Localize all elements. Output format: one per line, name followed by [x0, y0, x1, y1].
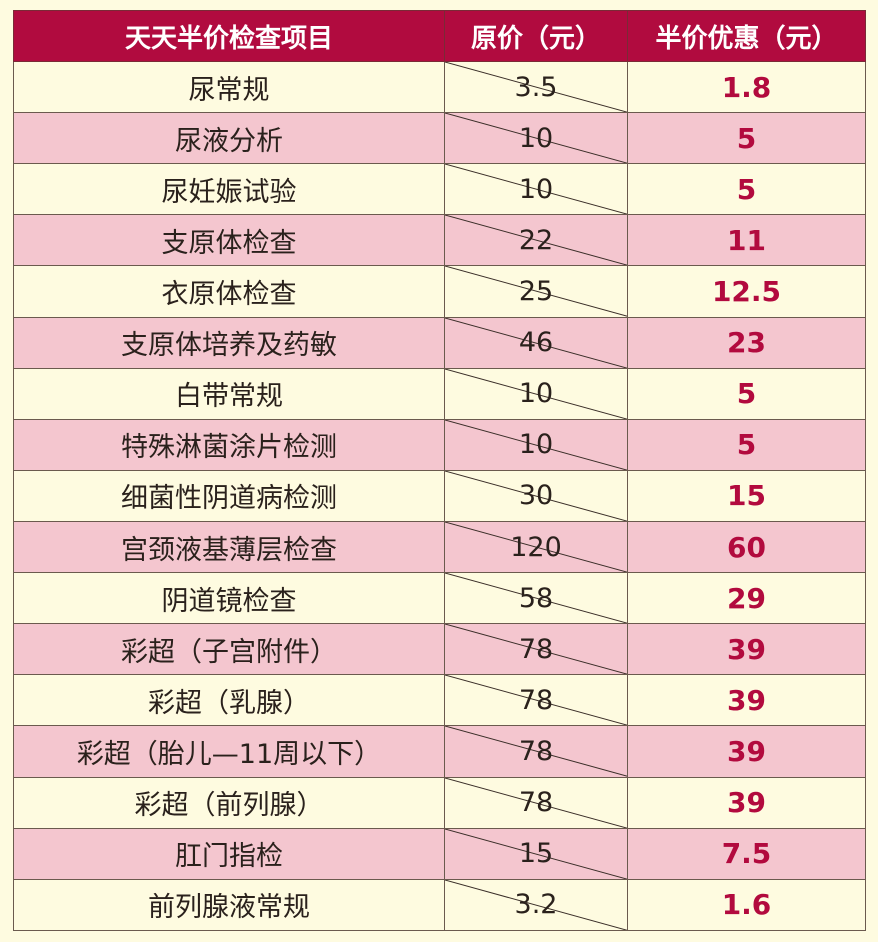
table-row: 尿常规 3.5 1.8: [13, 60, 866, 114]
original-price: 10: [518, 378, 554, 410]
item-name: 肛门指检: [13, 827, 445, 880]
item-name: 前列腺液常规: [13, 878, 445, 932]
table-row: 衣原体检查 25 12.5: [13, 265, 866, 318]
original-price: 78: [518, 787, 554, 819]
half-price: 60: [627, 520, 866, 574]
header-half-price: 半价优惠（元）: [627, 10, 866, 62]
original-price-cell: 3.2: [444, 878, 628, 932]
half-price: 11: [627, 214, 866, 267]
table-row: 特殊淋菌涂片检测 10 5: [13, 418, 866, 471]
table-row: 支原体培养及药敏 46 23: [13, 316, 866, 369]
header-item: 天天半价检查项目: [13, 10, 445, 62]
half-price: 39: [627, 725, 866, 778]
table-row: 支原体检查 22 11: [13, 214, 866, 267]
half-price: 5: [627, 418, 866, 471]
original-price-cell: 78: [444, 725, 628, 778]
original-price: 30: [518, 480, 554, 512]
item-name: 尿妊娠试验: [13, 163, 445, 216]
half-price: 1.6: [627, 878, 866, 932]
original-price-cell: 78: [444, 623, 628, 676]
table-row: 白带常规 10 5: [13, 367, 866, 420]
item-name: 彩超（前列腺）: [13, 776, 445, 829]
original-price-cell: 22: [444, 214, 628, 267]
item-name: 衣原体检查: [13, 265, 445, 318]
item-name: 支原体检查: [13, 214, 445, 267]
table-row: 彩超（前列腺） 78 39: [13, 776, 866, 829]
item-name: 彩超（子宫附件）: [13, 623, 445, 676]
original-price: 10: [518, 173, 554, 205]
table-row: 肛门指检 15 7.5: [13, 827, 866, 880]
half-price: 5: [627, 112, 866, 165]
original-price-cell: 10: [444, 418, 628, 471]
original-price-cell: 3.5: [444, 60, 628, 114]
item-name: 彩超（乳腺）: [13, 674, 445, 727]
original-price: 3.5: [514, 71, 558, 103]
original-price: 78: [518, 684, 554, 716]
table-row: 彩超（乳腺） 78 39: [13, 674, 866, 727]
item-name: 细菌性阴道病检测: [13, 469, 445, 522]
half-price: 1.8: [627, 60, 866, 114]
original-price-cell: 25: [444, 265, 628, 318]
original-price: 25: [518, 275, 554, 307]
original-price-cell: 58: [444, 572, 628, 625]
table-row: 彩超（胎儿—11周以下） 78 39: [13, 725, 866, 778]
item-name: 特殊淋菌涂片检测: [13, 418, 445, 471]
half-price: 39: [627, 674, 866, 727]
table-row: 尿妊娠试验 10 5: [13, 163, 866, 216]
item-name: 尿常规: [13, 60, 445, 114]
table-body: 尿常规 3.5 1.8 尿液分析 10 5 尿妊娠试验 10 5 支原体检查 22 11 衣原体检查 25…: [13, 60, 866, 932]
original-price: 10: [518, 429, 554, 461]
header-original-price: 原价（元）: [444, 10, 628, 62]
original-price: 78: [518, 633, 554, 665]
item-name: 阴道镜检查: [13, 572, 445, 625]
table-row: 尿液分析 10 5: [13, 112, 866, 165]
original-price-cell: 30: [444, 469, 628, 522]
original-price-cell: 78: [444, 776, 628, 829]
original-price: 10: [518, 122, 554, 154]
half-price: 29: [627, 572, 866, 625]
original-price: 15: [518, 838, 554, 870]
table-row: 宫颈液基薄层检查 120 60: [13, 520, 866, 574]
original-price: 78: [518, 735, 554, 767]
original-price-cell: 46: [444, 316, 628, 369]
half-price: 12.5: [627, 265, 866, 318]
item-name: 宫颈液基薄层检查: [13, 520, 445, 574]
half-price: 5: [627, 367, 866, 420]
table-row: 细菌性阴道病检测 30 15: [13, 469, 866, 522]
original-price-cell: 10: [444, 163, 628, 216]
original-price-cell: 120: [444, 520, 628, 574]
original-price-cell: 15: [444, 827, 628, 880]
half-price: 39: [627, 623, 866, 676]
table-header-row: 天天半价检查项目 原价（元） 半价优惠（元）: [13, 10, 866, 62]
item-name: 白带常规: [13, 367, 445, 420]
original-price: 3.2: [514, 889, 558, 921]
original-price-cell: 10: [444, 112, 628, 165]
original-price: 120: [510, 531, 562, 563]
half-price: 7.5: [627, 827, 866, 880]
half-price: 39: [627, 776, 866, 829]
half-price: 15: [627, 469, 866, 522]
original-price: 58: [518, 582, 554, 614]
table-row: 阴道镜检查 58 29: [13, 572, 866, 625]
item-name: 尿液分析: [13, 112, 445, 165]
original-price-cell: 78: [444, 674, 628, 727]
item-name: 彩超（胎儿—11周以下）: [13, 725, 445, 778]
original-price: 46: [518, 327, 554, 359]
item-name: 支原体培养及药敏: [13, 316, 445, 369]
original-price-cell: 10: [444, 367, 628, 420]
table-row: 彩超（子宫附件） 78 39: [13, 623, 866, 676]
half-price-table: 天天半价检查项目 原价（元） 半价优惠（元） 尿常规 3.5 1.8 尿液分析 10 5 尿…: [13, 10, 866, 932]
original-price: 22: [518, 224, 554, 256]
half-price: 23: [627, 316, 866, 369]
table-row: 前列腺液常规 3.2 1.6: [13, 878, 866, 932]
half-price: 5: [627, 163, 866, 216]
